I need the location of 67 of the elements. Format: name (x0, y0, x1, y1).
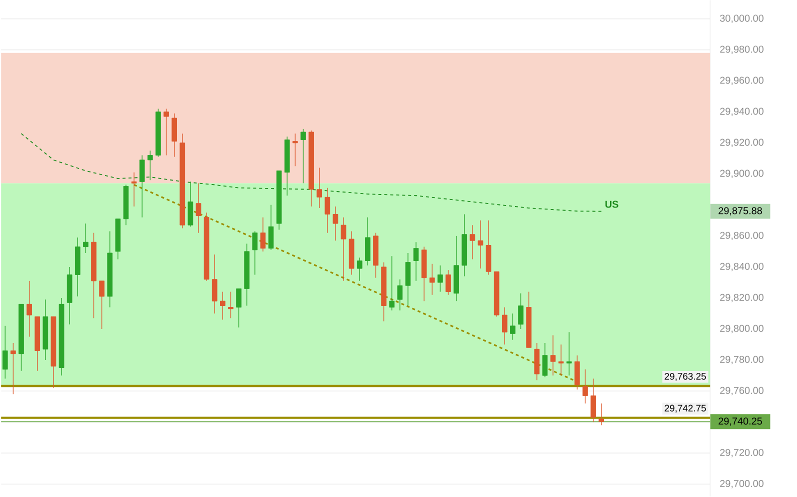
candlestick (260, 217, 266, 252)
candlestick (598, 403, 604, 426)
series-label: US (605, 200, 618, 208)
y-tick-label: 29,920.00 (720, 138, 764, 148)
candlestick (131, 172, 137, 207)
candlestick (582, 369, 588, 404)
candlestick (332, 206, 338, 242)
candlestick (196, 183, 202, 234)
y-tick-label: 29,760.00 (720, 387, 764, 396)
candlestick (397, 279, 403, 311)
candlestick (316, 167, 322, 209)
candlestick (268, 204, 274, 250)
candlestick (26, 280, 32, 338)
candlestick (139, 155, 145, 218)
candlestick (356, 257, 362, 282)
candlestick (83, 223, 88, 254)
candlestick (510, 313, 516, 340)
candlestick (566, 332, 572, 376)
candlestick (574, 355, 580, 390)
candlestick (438, 265, 443, 292)
candlestick (2, 326, 8, 380)
ref-line-label: 29,740.25 (718, 418, 762, 426)
y-tick-label: 29,960.00 (720, 76, 764, 86)
y-tick-label: 29,780.00 (720, 356, 764, 364)
candlestick (590, 378, 596, 423)
candlestick (172, 113, 177, 158)
candlestick (236, 288, 242, 328)
candlestick (470, 224, 476, 260)
candlestick (518, 293, 524, 330)
candlestick (300, 128, 306, 184)
y-tick-label: 29,720.00 (720, 449, 764, 458)
text: 29,875.88 (718, 207, 762, 216)
candlestick (558, 344, 564, 376)
candlestick (188, 181, 194, 228)
line-series (20, 133, 602, 212)
candlestick (99, 280, 104, 330)
candlestick (550, 334, 556, 376)
y-tick-label: 29,700.00 (720, 480, 764, 488)
y-tick-label: 29,820.00 (720, 294, 764, 302)
candlestick (405, 252, 411, 306)
y-tick-label: 29,980.00 (720, 46, 764, 54)
candlestick (212, 254, 218, 314)
candlestick (413, 242, 419, 282)
candlestick (228, 292, 234, 319)
y-tick-label: 29,940.00 (720, 108, 764, 116)
candlestick (389, 256, 395, 311)
candlestick (252, 231, 258, 276)
y-tick-label: 29,800.00 (720, 325, 764, 334)
candlestick (220, 292, 226, 320)
y-tick-label: 30,000.00 (720, 14, 764, 24)
y-tick-label: 29,860.00 (720, 232, 764, 240)
candlestick (502, 307, 508, 345)
candlestick (324, 188, 330, 234)
candlestick (365, 217, 370, 266)
candlestick (10, 342, 16, 395)
candlestick (478, 220, 484, 270)
ref-line-label: 29,763.25 (664, 373, 706, 381)
ref-line-label: 29,742.75 (664, 404, 706, 413)
y-tick-label: 29,900.00 (720, 170, 764, 178)
candlestick (147, 150, 153, 181)
candlestick (429, 264, 435, 296)
candlestick (446, 270, 451, 296)
candlestick (542, 342, 548, 378)
y-tick-label: 29,840.00 (720, 262, 764, 272)
candlestick (164, 108, 169, 156)
candlestick (292, 133, 298, 167)
candlestick (340, 217, 346, 282)
